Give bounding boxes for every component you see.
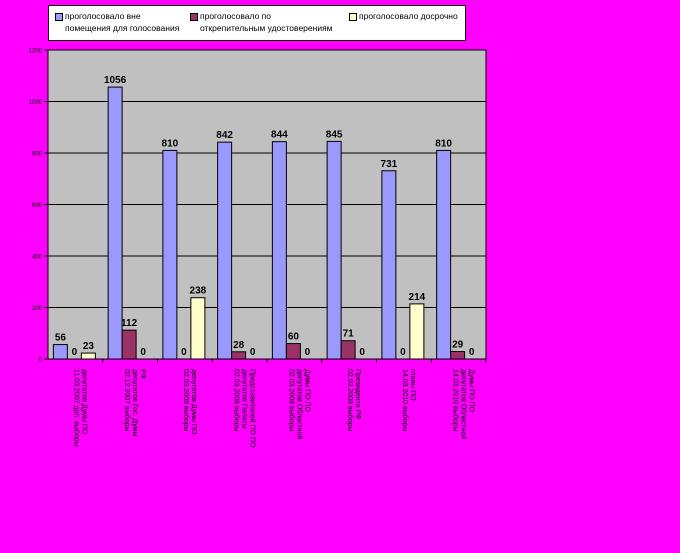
- bar-3: [409, 303, 425, 360]
- bar-1: [381, 170, 397, 360]
- bar-1: [217, 141, 233, 360]
- category-label: Представителей ПО ПО: [249, 369, 257, 448]
- data-label: 810: [162, 138, 179, 149]
- category-label: депутатов Гос. Думы: [131, 369, 138, 437]
- bar-1: [162, 149, 178, 360]
- bar-2: [121, 329, 137, 360]
- category-label: 02.03.2008 выборы: [182, 369, 190, 432]
- data-label: 810: [435, 138, 452, 149]
- data-label: 0: [469, 347, 475, 358]
- bar-1: [436, 149, 452, 360]
- data-label: 845: [326, 129, 343, 140]
- legend-label-outside: проголосовало вне помещения для голосова…: [65, 11, 180, 33]
- bar-2: [285, 343, 301, 360]
- legend-swatch-early: [349, 13, 357, 21]
- bar-2: [340, 340, 356, 360]
- legend-label-early: проголосовало досрочно: [359, 11, 458, 21]
- bar-3: [190, 297, 206, 360]
- y-tick-label: 400: [32, 255, 43, 261]
- category-label: 14.03.2010 выборы: [401, 369, 409, 432]
- data-label: 0: [250, 347, 256, 358]
- legend-swatch-outside: [55, 13, 63, 21]
- bar-2: [450, 351, 466, 360]
- legend-item-outside: проголосовало вне помещения для голосова…: [55, 10, 179, 34]
- category-label: 02.03.2008 выборы: [287, 369, 295, 432]
- bar-2: [231, 351, 247, 360]
- category-label: депутатов Палаты: [241, 369, 248, 429]
- category-label: 02.12.2007 выборы: [123, 369, 131, 432]
- data-label: 60: [288, 332, 300, 343]
- category-label: 11.03.2007 доп. выборы: [72, 369, 80, 447]
- y-tick-label: 1200: [29, 49, 43, 55]
- category-label: Президента РФ: [354, 369, 361, 420]
- data-label: 29: [452, 340, 464, 351]
- legend-swatch-absentee: [190, 13, 198, 21]
- category-label: Думы ПО ПО: [468, 369, 475, 413]
- category-label: 02.03.2008 выборы: [346, 369, 354, 432]
- data-label: 0: [400, 347, 406, 358]
- data-label: 28: [233, 340, 245, 351]
- category-label: 14.03.2010 выборы: [452, 369, 460, 432]
- category-label: Думы ПО ПО: [303, 369, 310, 413]
- y-tick-label: 600: [32, 203, 43, 209]
- data-label: 56: [55, 333, 67, 344]
- chart-legend: проголосовало вне помещения для голосова…: [48, 5, 466, 41]
- data-label: 23: [83, 341, 95, 352]
- data-label: 0: [72, 347, 78, 358]
- data-label: 0: [305, 347, 311, 358]
- data-label: 238: [190, 286, 207, 297]
- category-label: главы ПО: [409, 369, 416, 401]
- bar-1: [52, 344, 68, 360]
- category-label: депутатов Областной: [295, 369, 303, 439]
- category-label: депутатов Думы ПО: [190, 369, 197, 435]
- data-label: 731: [381, 159, 398, 170]
- data-label: 842: [216, 130, 233, 141]
- data-label: 0: [181, 347, 187, 358]
- data-label: 71: [343, 329, 355, 340]
- data-label: 0: [359, 347, 365, 358]
- legend-label-absentee: проголосовало по открепительным удостове…: [200, 11, 333, 33]
- bar-3: [80, 352, 96, 360]
- data-label: 214: [409, 292, 426, 303]
- y-tick-label: 800: [32, 152, 43, 158]
- bar-1: [271, 141, 287, 360]
- data-label: 0: [140, 347, 146, 358]
- data-label: 1056: [104, 75, 127, 86]
- category-label: депутатов Областной: [460, 369, 468, 439]
- legend-item-absentee: проголосовало по открепительным удостове…: [190, 10, 333, 34]
- data-label: 112: [121, 318, 138, 329]
- category-label: депутатов Думы ПО: [80, 369, 87, 435]
- category-label: 02.03.2008 выборы: [233, 369, 241, 432]
- y-tick-label: 1000: [29, 100, 43, 106]
- bar-1: [326, 140, 342, 360]
- y-tick-label: 200: [32, 306, 43, 312]
- category-label: РФ: [139, 369, 146, 379]
- data-label: 844: [271, 130, 288, 141]
- legend-item-early: проголосовало досрочно: [349, 10, 458, 22]
- y-tick-label: 0: [39, 358, 43, 364]
- bar-1: [107, 86, 123, 360]
